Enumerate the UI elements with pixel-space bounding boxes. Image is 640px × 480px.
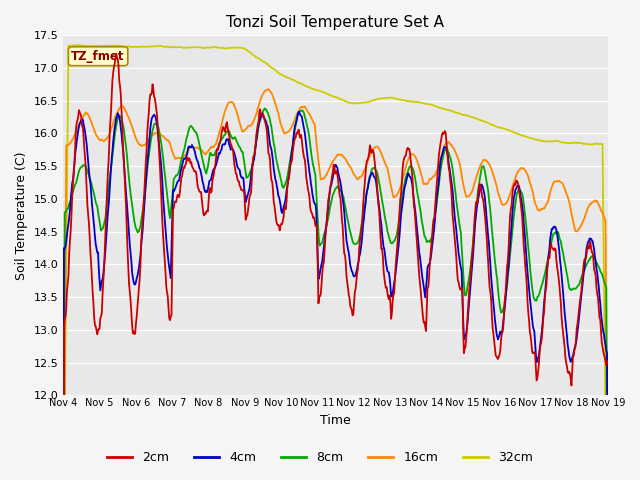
Text: TZ_fmet: TZ_fmet (71, 50, 125, 63)
Legend: 2cm, 4cm, 8cm, 16cm, 32cm: 2cm, 4cm, 8cm, 16cm, 32cm (102, 446, 538, 469)
Y-axis label: Soil Temperature (C): Soil Temperature (C) (15, 151, 28, 279)
X-axis label: Time: Time (320, 414, 351, 427)
Title: Tonzi Soil Temperature Set A: Tonzi Soil Temperature Set A (227, 15, 445, 30)
